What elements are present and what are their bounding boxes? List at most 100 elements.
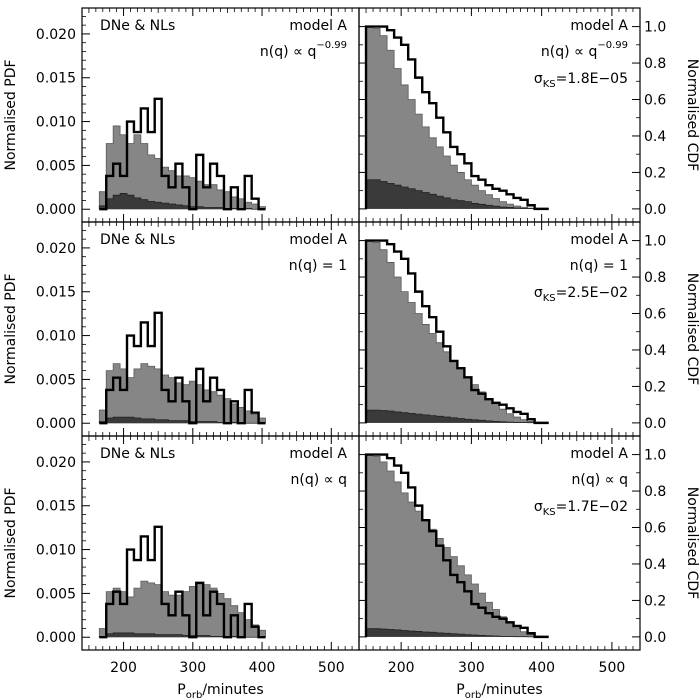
y-axis-label-pdf: Normalised PDF [3,273,19,384]
x-tick-label: 200 [388,660,415,676]
observed-histogram-line [99,97,266,211]
x-tick-label: 300 [179,660,206,676]
y-tick-label-right: 0.0 [644,202,666,218]
y-tick-label-right: 0.8 [644,56,666,72]
y-tick-label-right: 0.0 [644,416,666,432]
y-tick-label-right: 0.6 [644,93,666,109]
panel-pdf-row2: 0.000 0.005 0.010 0.015 0.020 Normalised PDF D… [3,221,360,437]
nq-label: n(q) = 1 [570,258,628,274]
ks-label: σKS=1.7E−02 [534,499,628,518]
y-axis-label-cdf: Normalised CDF [684,59,700,171]
plot-area [98,311,266,425]
plot-area [364,25,549,211]
subset-distribution-area [98,632,266,638]
nq-text: n(q) ∝ q [291,472,347,488]
nq-exponent: −0.99 [316,40,347,51]
y-tick-label-right: 0.8 [644,484,666,500]
y-tick-label-right: 0.2 [644,593,666,609]
nq-label: n(q) ∝ q−0.99 [541,40,628,60]
model-label: model A [570,446,628,462]
ks-label: σKS=2.5E−02 [534,285,628,304]
sample-label: DNe & NLs [100,446,175,462]
y-tick-label: 0.005 [36,372,76,388]
nq-label: n(q) ∝ q [291,472,347,488]
model-label: model A [289,446,347,462]
ks-value: =2.5E−02 [556,285,628,301]
x-axis-label-rest: /minutes [202,682,263,698]
model-distribution-area [365,240,549,424]
y-tick-label: 0.000 [36,630,76,646]
y-tick-label-right: 0.4 [644,129,666,145]
ks-label: σKS=1.8E−05 [534,71,628,90]
ks-symbol: σ [534,71,543,87]
y-tick-label-right: 0.2 [644,165,666,181]
y-axis-label-cdf: Normalised CDF [684,273,700,385]
plot-area [364,239,549,425]
y-tick-label-right: 0.6 [644,307,666,323]
model-label: model A [289,232,347,248]
y-tick-label: 0.010 [36,329,76,345]
y-tick-label: 0.010 [36,543,76,559]
panel-cdf-row1: 0.0 0.2 0.4 0.6 0.8 1.0 Normalised CDF model A n… [358,7,700,223]
x-axis-label-sub: orb [465,690,482,700]
y-axis-label-cdf: Normalised CDF [684,487,700,599]
model-label: model A [289,18,347,34]
observed-histogram-line [364,239,549,425]
y-tick-label-right: 1.0 [644,20,666,36]
nq-text: n(q) ∝ q [541,44,597,60]
ks-symbol: σ [534,285,543,301]
x-tick-label: 500 [599,660,626,676]
sample-label: DNe & NLs [100,232,175,248]
ks-subscript: KS [543,293,556,304]
x-axis-label-rest: /minutes [481,682,542,698]
ks-subscript: KS [543,79,556,90]
y-tick-label: 0.010 [36,115,76,131]
observed-histogram-line [99,525,266,639]
nq-label: n(q) ∝ q [572,472,628,488]
y-tick-label-right: 0.2 [644,379,666,395]
x-tick-label: 300 [458,660,485,676]
observed-histogram-line [364,453,549,639]
x-axis-label: Porb/minutes [456,682,542,700]
model-label: model A [570,232,628,248]
y-axis-label-pdf: Normalised PDF [3,59,19,170]
model-distribution-area [365,26,549,210]
y-tick-label-right: 1.0 [644,234,666,250]
y-tick-label-right: 0.0 [644,630,666,646]
x-tick-label: 200 [110,660,137,676]
ks-value: =1.8E−05 [556,71,628,87]
x-tick-label: 400 [249,660,276,676]
x-tick-label: 400 [528,660,555,676]
nq-exponent: −0.99 [597,40,628,51]
panel-pdf-row1: 0.000 0.005 0.010 0.015 0.020 Normalised PDF D… [3,7,360,223]
observed-histogram-line [364,25,549,211]
y-tick-label: 0.015 [36,499,76,515]
y-tick-label: 0.020 [36,241,76,257]
nq-text: n(q) = 1 [570,258,628,274]
x-axis-label: Porb/minutes [177,682,263,700]
plot-area [364,453,549,639]
y-tick-label: 0.015 [36,285,76,301]
x-tick-label: 500 [318,660,345,676]
y-tick-label: 0.000 [36,202,76,218]
panel-cdf-row3: 0.0 0.2 0.4 0.6 0.8 1.0 Normalised CDF model A n… [358,435,700,700]
nq-text: n(q) = 1 [289,258,347,274]
plot-area [98,97,266,211]
plot-area [98,525,266,639]
y-tick-label: 0.000 [36,416,76,432]
nq-text: n(q) ∝ q [260,44,316,60]
subset-distribution-area [365,628,549,638]
ks-value: =1.7E−02 [556,499,628,515]
model-label: model A [570,18,628,34]
subset-distribution-area [365,409,549,424]
observed-histogram-line [99,311,266,425]
ks-subscript: KS [543,507,556,518]
y-tick-label-right: 0.4 [644,343,666,359]
y-tick-label: 0.005 [36,158,76,174]
nq-label: n(q) ∝ q−0.99 [260,40,347,60]
y-tick-label: 0.020 [36,27,76,43]
y-axis-label-pdf: Normalised PDF [3,487,19,598]
ks-symbol: σ [534,499,543,515]
y-tick-label: 0.015 [36,71,76,87]
